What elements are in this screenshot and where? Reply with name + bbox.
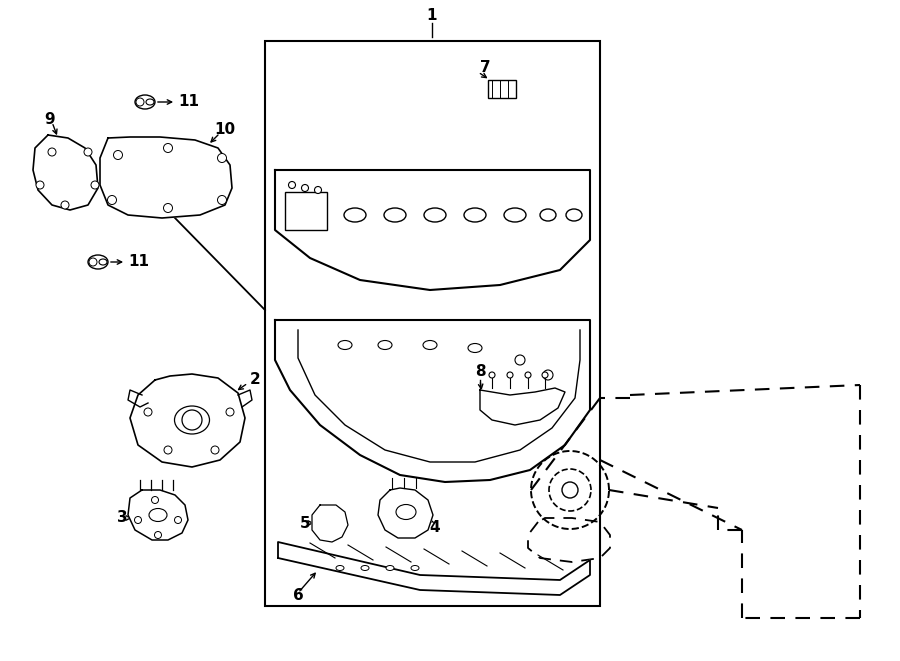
- Polygon shape: [275, 170, 590, 290]
- Polygon shape: [128, 490, 188, 540]
- Ellipse shape: [175, 406, 210, 434]
- Ellipse shape: [149, 508, 167, 522]
- Circle shape: [289, 182, 295, 188]
- Text: 7: 7: [480, 61, 491, 75]
- Ellipse shape: [540, 209, 556, 221]
- Polygon shape: [312, 505, 348, 542]
- Text: 9: 9: [45, 112, 55, 128]
- Ellipse shape: [468, 344, 482, 352]
- Circle shape: [61, 201, 69, 209]
- Ellipse shape: [88, 255, 108, 269]
- Circle shape: [144, 408, 152, 416]
- Polygon shape: [480, 388, 565, 425]
- Ellipse shape: [411, 566, 419, 570]
- Ellipse shape: [566, 209, 582, 221]
- Circle shape: [525, 372, 531, 378]
- Text: 3: 3: [117, 510, 127, 525]
- Text: 6: 6: [292, 588, 303, 602]
- Text: 4: 4: [429, 520, 440, 535]
- Text: 10: 10: [214, 122, 236, 137]
- Text: 8: 8: [474, 364, 485, 379]
- Ellipse shape: [99, 259, 107, 265]
- Ellipse shape: [361, 566, 369, 570]
- Ellipse shape: [338, 340, 352, 350]
- Ellipse shape: [423, 340, 437, 350]
- Ellipse shape: [344, 208, 366, 222]
- Circle shape: [543, 370, 553, 380]
- Ellipse shape: [424, 208, 446, 222]
- Ellipse shape: [378, 340, 392, 350]
- Polygon shape: [100, 137, 232, 218]
- Circle shape: [515, 355, 525, 365]
- Circle shape: [134, 516, 141, 524]
- Circle shape: [84, 148, 92, 156]
- Circle shape: [314, 186, 321, 194]
- Bar: [285, 192, 327, 230]
- Circle shape: [542, 372, 548, 378]
- Circle shape: [211, 446, 219, 454]
- Circle shape: [113, 151, 122, 159]
- Circle shape: [107, 196, 116, 204]
- Circle shape: [91, 181, 99, 189]
- Polygon shape: [33, 135, 98, 210]
- Ellipse shape: [504, 208, 526, 222]
- Text: 2: 2: [249, 373, 260, 387]
- Bar: [488, 80, 516, 98]
- Circle shape: [302, 184, 309, 192]
- Circle shape: [489, 372, 495, 378]
- Circle shape: [218, 196, 227, 204]
- Circle shape: [218, 153, 227, 163]
- Circle shape: [182, 410, 202, 430]
- Circle shape: [164, 143, 173, 153]
- Circle shape: [151, 496, 158, 504]
- Circle shape: [155, 531, 161, 539]
- Text: 11: 11: [128, 254, 149, 270]
- Text: 11: 11: [178, 95, 199, 110]
- Circle shape: [507, 372, 513, 378]
- Ellipse shape: [135, 95, 155, 109]
- Ellipse shape: [396, 504, 416, 520]
- Circle shape: [48, 148, 56, 156]
- Circle shape: [164, 446, 172, 454]
- Circle shape: [36, 181, 44, 189]
- Text: 1: 1: [427, 9, 437, 24]
- Bar: [265, 41, 600, 606]
- Circle shape: [562, 482, 578, 498]
- Ellipse shape: [146, 99, 154, 105]
- Ellipse shape: [384, 208, 406, 222]
- Polygon shape: [378, 488, 433, 538]
- Ellipse shape: [386, 566, 394, 570]
- Circle shape: [89, 258, 97, 266]
- Polygon shape: [275, 320, 590, 482]
- Ellipse shape: [336, 566, 344, 570]
- Circle shape: [175, 516, 182, 524]
- Circle shape: [226, 408, 234, 416]
- Polygon shape: [278, 542, 590, 595]
- Polygon shape: [130, 374, 245, 467]
- Circle shape: [136, 98, 144, 106]
- Circle shape: [164, 204, 173, 212]
- Text: 5: 5: [300, 516, 310, 531]
- Ellipse shape: [464, 208, 486, 222]
